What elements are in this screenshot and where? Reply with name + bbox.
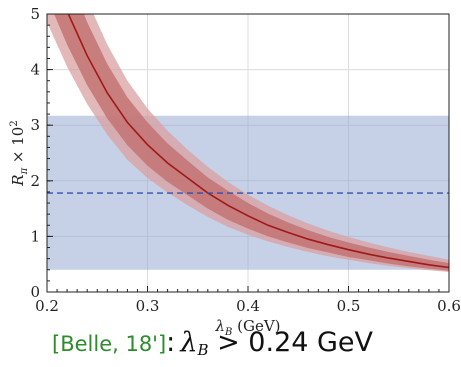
caption-lambda: λ <box>180 327 198 358</box>
caption-colon: : <box>166 327 176 358</box>
theory-band-inner <box>54 14 449 271</box>
x-tick-label: 0.3 <box>136 297 160 315</box>
x-axis-label: λB (GeV) <box>214 317 280 338</box>
tick-labels: 0.2 0.3 0.4 0.5 0.6 0 1 2 3 4 5 <box>30 5 460 315</box>
lines <box>47 14 449 269</box>
y-axis-label: Rπ × 102 <box>9 120 30 186</box>
y-tick-label: 4 <box>30 61 40 79</box>
caption: [Belle, 18']: λB > 0.24 GeV <box>52 326 373 367</box>
central-curve <box>67 14 449 269</box>
x-tick-label: 0.2 <box>35 297 59 315</box>
y-tick-label: 2 <box>30 172 40 190</box>
x-tick-label: 0.4 <box>236 297 260 315</box>
y-tick-label: 5 <box>30 5 40 23</box>
x-tick-label: 0.6 <box>437 297 461 315</box>
caption-reference: [Belle, 18'] <box>52 332 167 356</box>
y-tick-label: 3 <box>30 116 40 134</box>
caption-lambda-sub: B <box>197 341 209 360</box>
caption-relation: > 0.24 GeV <box>208 327 374 358</box>
ticks <box>46 13 450 293</box>
y-tick-label: 0 <box>30 283 40 301</box>
y-tick-label: 1 <box>30 227 40 245</box>
x-tick-label: 0.5 <box>337 297 361 315</box>
